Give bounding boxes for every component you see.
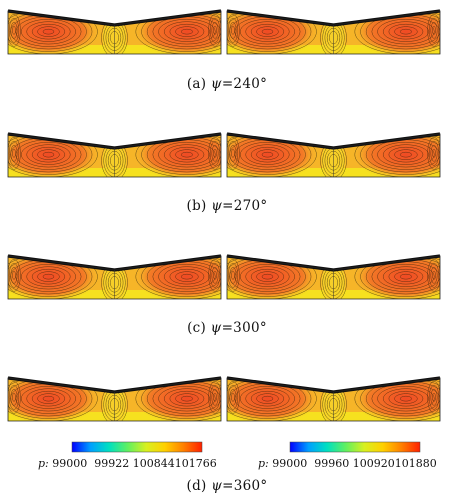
caption-b: (b) ψ=270°: [0, 198, 454, 214]
caption-label: (d): [186, 478, 207, 494]
wing-pressure-panel: [226, 376, 441, 422]
legend-ticks: 99000 99960 100920101880: [272, 457, 437, 470]
wing-pressure-panel: [226, 254, 441, 300]
wing-pressure-panel: [226, 132, 441, 178]
wing-pressure-panel: [7, 376, 222, 422]
caption-value: =360°: [222, 478, 268, 494]
caption-value: =300°: [221, 320, 267, 336]
wing-pressure-panel: [226, 9, 441, 55]
caption-label: (b): [186, 198, 207, 214]
caption-c: (c) ψ=300°: [0, 320, 454, 336]
wing-pressure-panel: [7, 132, 222, 178]
psi-symbol: ψ: [210, 320, 222, 336]
colorbar: [71, 441, 203, 453]
caption-label: (a): [186, 76, 207, 92]
caption-label: (c): [187, 320, 207, 336]
legend-ticks: 99000 99922 100844101766: [52, 457, 217, 470]
legend-left-labels: p: 99000 99922 100844101766: [38, 457, 217, 470]
wing-pressure-panel: [7, 254, 222, 300]
legend-right-labels: p: 99000 99960 100920101880: [258, 457, 437, 470]
caption-value: =240°: [221, 76, 268, 92]
caption-a: (a) ψ=240°: [0, 76, 454, 92]
psi-symbol: ψ: [211, 198, 223, 214]
legend-variable: p:: [38, 457, 49, 470]
wing-pressure-panel: [7, 9, 222, 55]
psi-symbol: ψ: [211, 478, 223, 494]
caption-value: =270°: [222, 198, 268, 214]
contour-lines: [8, 11, 221, 54]
caption-d: (d) ψ=360°: [0, 478, 454, 494]
colorbar: [289, 441, 421, 453]
psi-symbol: ψ: [210, 76, 222, 92]
legend-variable: p:: [258, 457, 269, 470]
contour-lines: [227, 11, 440, 54]
